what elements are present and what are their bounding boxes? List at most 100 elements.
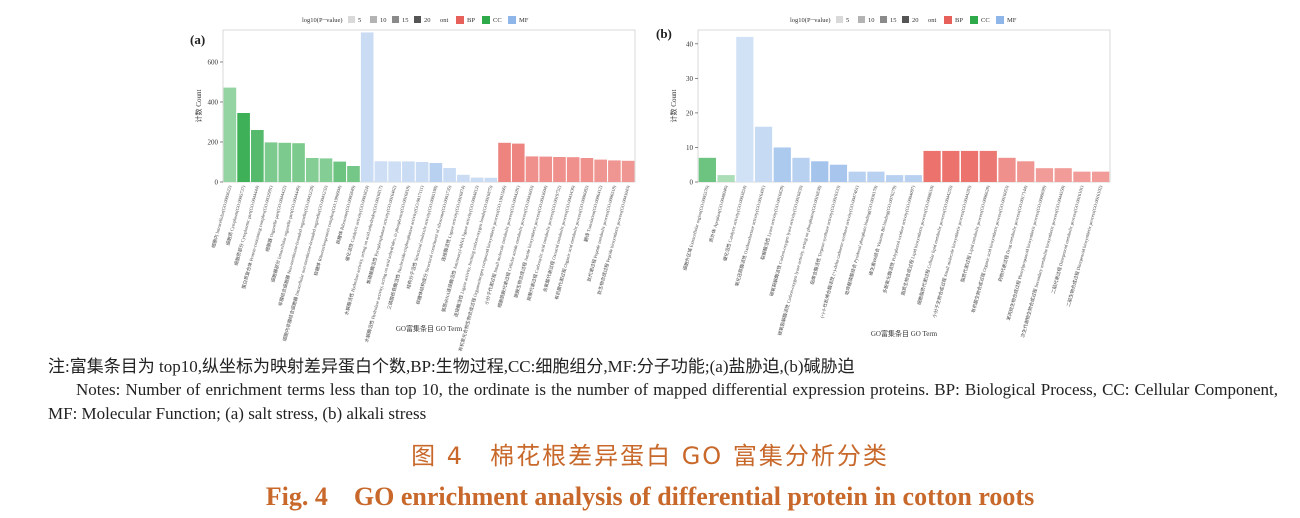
bar <box>429 163 443 182</box>
bar <box>415 162 429 182</box>
bar <box>811 161 829 182</box>
bar <box>904 175 922 182</box>
figure-title-english: Fig. 4 GO enrichment analysis of differe… <box>265 482 1035 511</box>
bar <box>360 32 374 183</box>
bar <box>1054 168 1072 182</box>
category-label: 细胞外区域 Extracellular region(GO:0005576) <box>681 184 711 271</box>
legend-size-swatch <box>880 16 887 23</box>
legend-mf-label: MF <box>519 17 529 24</box>
bar <box>998 157 1016 182</box>
legend-size-swatch <box>348 16 355 23</box>
panel-label: (b) <box>656 26 672 41</box>
category-label: 质外体 Apoplast(GO:0048046) <box>708 184 730 243</box>
legend-cc-label: CC <box>493 17 502 24</box>
bar <box>594 159 607 182</box>
bar <box>333 161 347 182</box>
legend-size-swatch <box>836 16 843 23</box>
y-tick-label: 0 <box>215 179 219 187</box>
bar <box>867 171 885 182</box>
x-axis-label: GO富集条目 GO Term <box>871 329 938 338</box>
note-chinese: 注:富集条目为 top10,纵坐标为映射差异蛋白个数,BP:生物过程,CC:细胞… <box>48 357 855 376</box>
bar <box>278 142 292 182</box>
legend-size-swatch <box>858 16 865 23</box>
legend-size-swatch <box>392 16 399 23</box>
bar <box>292 143 305 182</box>
y-axis-label: 计数 Count <box>669 90 678 123</box>
y-tick-label: 40 <box>686 40 694 48</box>
legend-size-label: 10 <box>868 17 875 24</box>
bar <box>754 126 773 182</box>
bar <box>792 157 810 182</box>
category-label: 多酚氧化酶活性 Polyphenol oxidase activity(GO:0… <box>881 184 917 294</box>
y-tick-label: 20 <box>686 109 694 117</box>
legend-size-swatch <box>414 16 421 23</box>
category-label: 吡哆醛磷酸结合 Pyridoxal phosphate binding(GO:0… <box>843 184 879 296</box>
bar <box>566 157 580 182</box>
legend-bp-swatch <box>456 16 464 24</box>
legend-size-label: 15 <box>890 17 897 24</box>
y-axis-label: 计数 Count <box>194 90 203 123</box>
panel-label: (a) <box>190 32 205 47</box>
bar <box>470 177 484 182</box>
y-tick-label: 30 <box>686 75 694 83</box>
category-label: 二萜代谢过程 Diterpenoid metabolic process(GO:… <box>1050 184 1086 294</box>
bar <box>457 174 470 182</box>
category-label: 小分子生物合成过程 Small molecule biosynthetic pr… <box>931 184 973 318</box>
bar <box>942 150 960 182</box>
note-english: Notes: Number of enrichment terms less t… <box>48 380 1278 423</box>
figure-title-chinese: 图 4 棉花根差异蛋白 GO 富集分析分类 <box>411 442 889 470</box>
x-axis-label: GO富集条目 GO Term <box>396 324 463 333</box>
bar <box>717 175 735 182</box>
figure: (a) 计数 Count 0 200 400 600 细胞内 Intracellular(G… <box>180 8 1160 352</box>
legend-size-label: 5 <box>358 17 361 24</box>
y-tick-label: 400 <box>208 99 219 107</box>
bar <box>1017 161 1035 182</box>
bar <box>498 142 511 182</box>
legend-size-label: 15 <box>402 17 409 24</box>
bar <box>1092 171 1110 182</box>
y-tick-label: 200 <box>208 139 219 147</box>
bar <box>886 175 904 182</box>
bar <box>923 150 941 182</box>
bar <box>347 166 360 182</box>
bar <box>525 156 539 182</box>
legend-ont-title: ont <box>440 17 449 24</box>
legend-size-label: 5 <box>846 17 849 24</box>
bar <box>374 161 388 182</box>
legend-size-label: 10 <box>380 17 387 24</box>
category-label: 二萜生物合成过程 Diterpenoid biosynthetic proces… <box>1065 184 1104 307</box>
bar <box>264 142 278 182</box>
bar <box>237 113 250 182</box>
bar <box>319 158 333 182</box>
bar <box>580 158 594 182</box>
bar <box>621 160 635 182</box>
bar <box>553 157 566 182</box>
legend-title: log10(P−value) <box>790 17 831 24</box>
bar <box>960 150 979 182</box>
bar <box>511 143 525 182</box>
legend-cc-label: CC <box>981 17 990 24</box>
category-label: 碳氧裂解酶活性 Carbon-oxygen lyase activity(GO:… <box>768 184 805 297</box>
bar <box>829 164 848 182</box>
legend-mf-swatch <box>996 16 1004 24</box>
category-label: 脂质生物合成过程 Lipid biosynthetic process(GO:0… <box>899 184 935 296</box>
legend-bp-swatch <box>944 16 952 24</box>
bar <box>223 87 237 182</box>
bar <box>608 160 621 182</box>
bar <box>402 161 415 182</box>
legend-mf-label: MF <box>1007 17 1017 24</box>
bar <box>388 161 401 182</box>
bar <box>1073 171 1091 182</box>
legend-cc-swatch <box>482 16 490 24</box>
category-label: 细胞脂质代谢过程 Cellular lipid metabolic proces… <box>916 184 955 306</box>
chart-panel-b: (b) 计数 Count 0 10 20 30 40 细胞外区域 Extracellular … <box>656 16 1111 338</box>
bar <box>1035 168 1054 182</box>
bar <box>305 158 319 182</box>
bar <box>698 157 716 182</box>
bar <box>773 147 791 182</box>
category-label: 苯丙烷生物合成过程 Phenylpropanoid biosynthetic p… <box>1005 184 1048 321</box>
bar <box>979 150 997 182</box>
y-tick-label: 0 <box>690 179 694 187</box>
category-label: (+)-δ-杜松烯合酶活性 (+)-delta-cadinene synthas… <box>818 184 860 319</box>
